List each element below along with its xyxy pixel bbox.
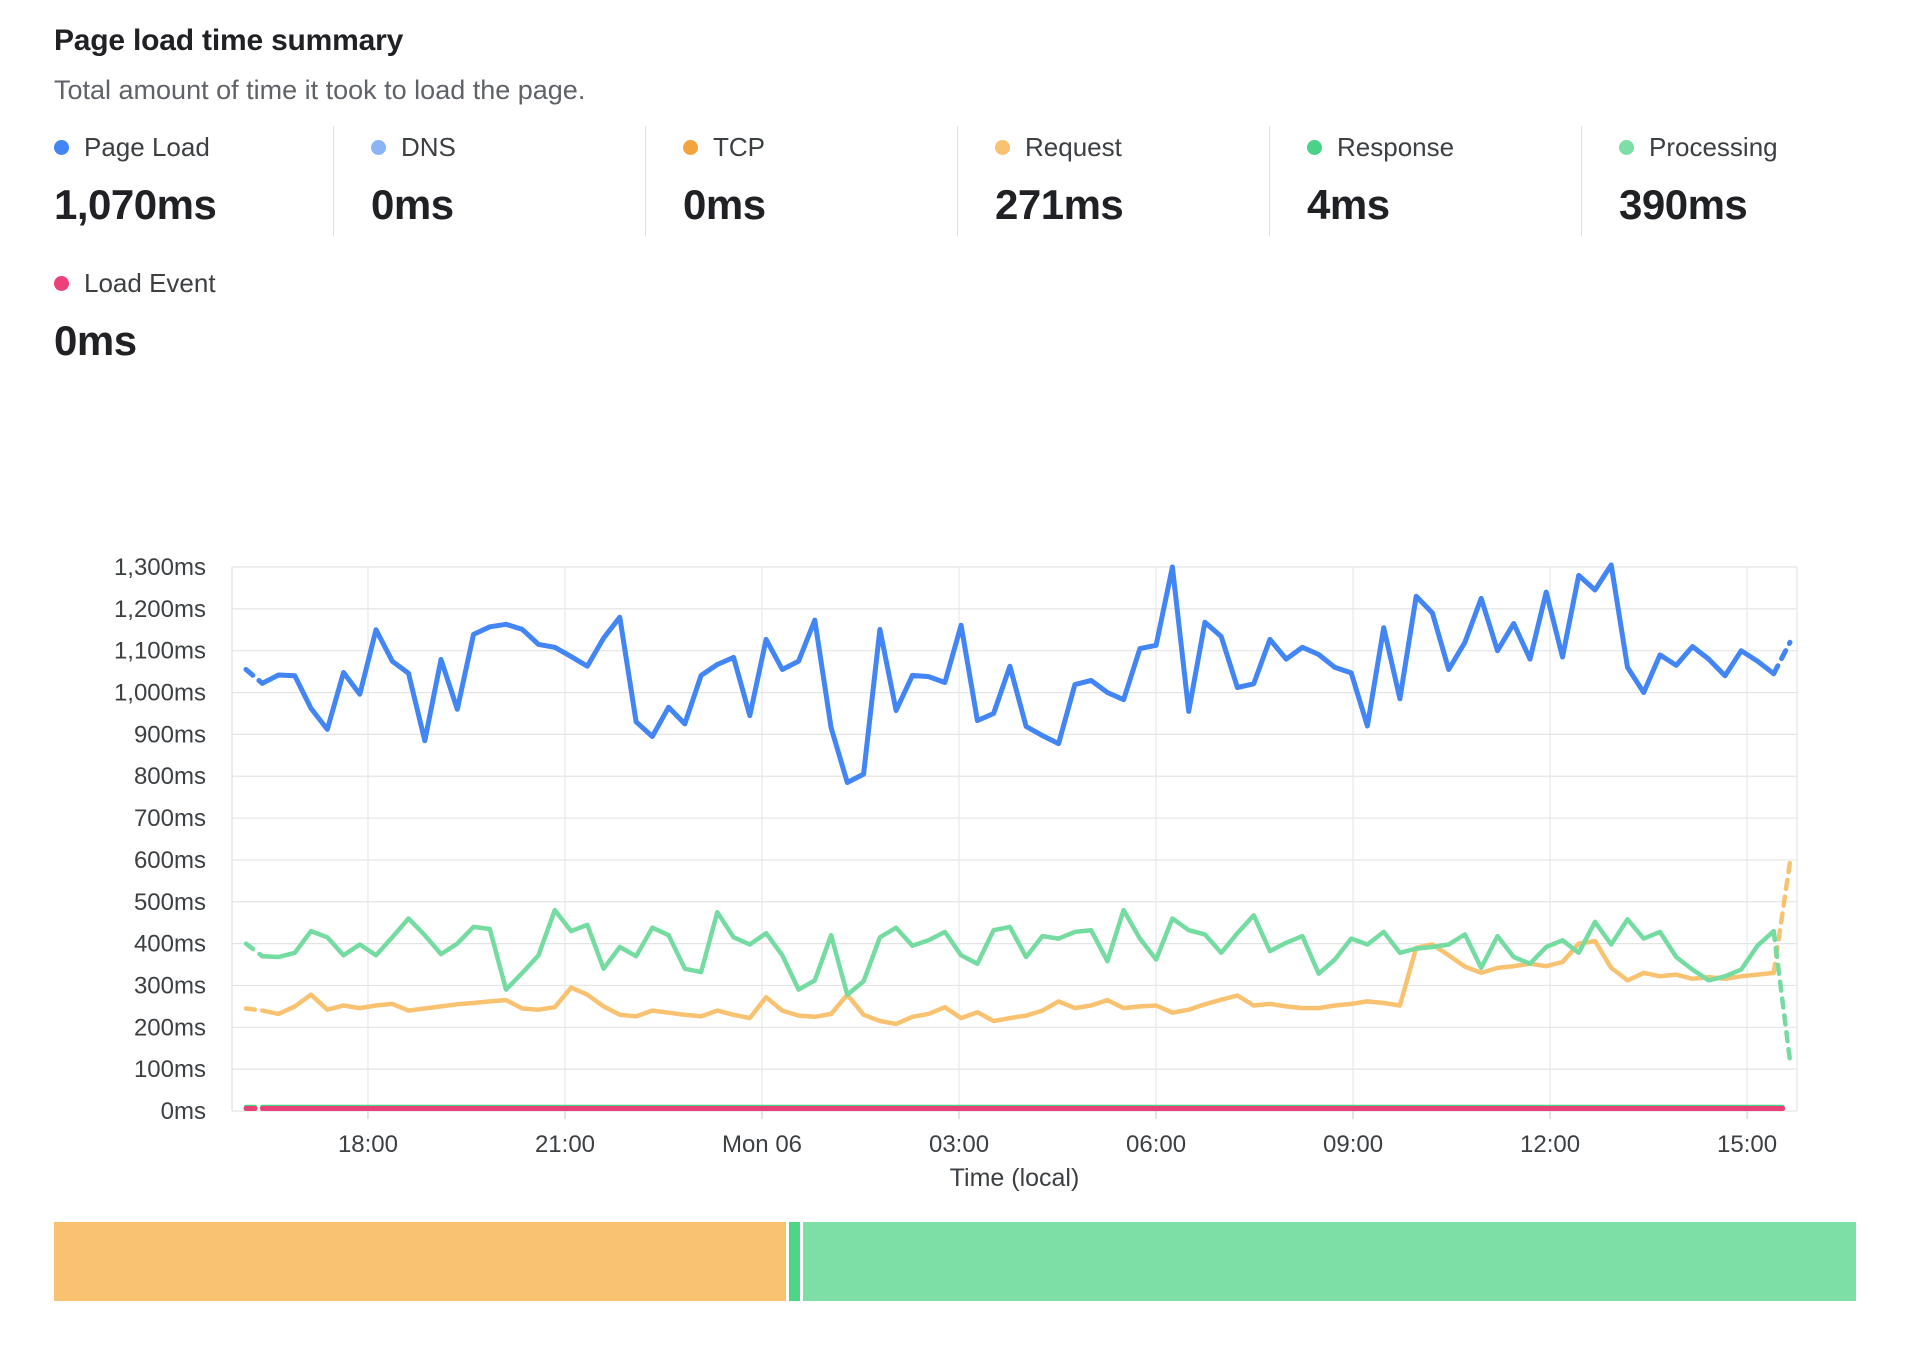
stat-processing: Processing 390ms <box>1581 126 1893 236</box>
stat-dns: DNS 0ms <box>333 126 645 236</box>
stat-tcp-label: TCP <box>713 132 765 162</box>
y-tick-label: 0ms <box>161 1098 206 1125</box>
stat-tcp-header: TCP <box>683 132 957 163</box>
x-tick-label: 06:00 <box>1126 1131 1186 1158</box>
x-tick-label: 12:00 <box>1520 1131 1580 1158</box>
y-tick-label: 1,100ms <box>114 638 206 665</box>
stat-page-load-header: Page Load <box>54 132 333 163</box>
breakdown-segment-response <box>788 1222 800 1301</box>
stat-processing-header: Processing <box>1619 132 1893 163</box>
stat-tcp: TCP 0ms <box>645 126 957 236</box>
breakdown-segment-request <box>54 1222 786 1301</box>
stat-dns-label: DNS <box>401 132 456 162</box>
page-title: Page load time summary <box>54 24 404 57</box>
stat-load-event-header: Load Event <box>54 268 333 299</box>
x-axis-title: Time (local) <box>950 1164 1080 1192</box>
series-line-processing-start-dash <box>243 941 265 959</box>
stat-processing-value: 390ms <box>1619 181 1748 228</box>
stat-request: Request 271ms <box>957 126 1269 236</box>
y-tick-label: 100ms <box>134 1056 206 1083</box>
response-legend-dot-icon <box>1307 140 1322 155</box>
x-tick-label: 21:00 <box>535 1131 595 1158</box>
panel-header: Page load time summary Total amount of t… <box>54 24 585 106</box>
y-tick-label: 1,200ms <box>114 596 206 623</box>
y-tick-label: 1,000ms <box>114 680 206 707</box>
stat-dns-value: 0ms <box>371 181 454 228</box>
metric-summary-row: Page Load 1,070ms DNS 0ms TCP 0ms Request 271ms… <box>54 126 1893 236</box>
x-tick-label: 09:00 <box>1323 1131 1383 1158</box>
series-line-page-load-end-dash <box>1771 639 1793 677</box>
x-tick-label: 15:00 <box>1717 1131 1777 1158</box>
stat-page-load-value: 1,070ms <box>54 181 217 228</box>
y-tick-label: 500ms <box>134 889 206 916</box>
stat-response-label: Response <box>1337 132 1455 162</box>
series-line-processing <box>260 907 1776 997</box>
tcp-legend-dot-icon <box>683 140 698 155</box>
stat-response-header: Response <box>1307 132 1581 163</box>
breakdown-segment-processing <box>802 1222 1856 1301</box>
stat-request-value: 271ms <box>995 181 1124 228</box>
stat-load-event-label: Load Event <box>84 268 216 298</box>
page-load-legend-dot-icon <box>54 140 69 155</box>
series-line-page-load-start-dash <box>243 667 265 686</box>
request-legend-dot-icon <box>995 140 1010 155</box>
y-tick-label: 700ms <box>134 805 206 832</box>
dns-legend-dot-icon <box>371 140 386 155</box>
y-tick-label: 900ms <box>134 721 206 748</box>
metric-summary-row-2: Load Event 0ms <box>54 262 333 372</box>
stat-request-header: Request <box>995 132 1269 163</box>
stat-response: Response 4ms <box>1269 126 1581 236</box>
y-tick-label: 1,300ms <box>114 554 206 581</box>
x-tick-label: Mon 06 <box>722 1131 802 1158</box>
stat-page-load: Page Load 1,070ms <box>54 126 333 236</box>
stat-tcp-value: 0ms <box>683 181 766 228</box>
stat-load-event: Load Event 0ms <box>54 262 333 372</box>
series-line-processing-end-dash <box>1771 928 1793 1064</box>
series-line-page-load <box>259 562 1777 785</box>
series-line-request <box>260 938 1776 1027</box>
stat-load-event-value: 0ms <box>54 317 137 364</box>
series-line-request-start-dash <box>243 1006 265 1013</box>
y-tick-label: 400ms <box>134 931 206 958</box>
y-tick-label: 300ms <box>134 972 206 999</box>
y-tick-label: 200ms <box>134 1014 206 1041</box>
page-subtitle: Total amount of time it took to load the… <box>54 75 586 105</box>
stat-page-load-label: Page Load <box>84 132 210 162</box>
y-tick-label: 800ms <box>134 763 206 790</box>
breakdown-bar <box>54 1222 1856 1301</box>
stat-response-value: 4ms <box>1307 181 1390 228</box>
processing-legend-dot-icon <box>1619 140 1634 155</box>
stat-dns-header: DNS <box>371 132 645 163</box>
load-event-legend-dot-icon <box>54 276 69 291</box>
stat-request-label: Request <box>1025 132 1122 162</box>
x-tick-label: 03:00 <box>929 1131 989 1158</box>
y-tick-label: 600ms <box>134 847 206 874</box>
stat-processing-label: Processing <box>1649 132 1778 162</box>
x-tick-label: 18:00 <box>338 1131 398 1158</box>
